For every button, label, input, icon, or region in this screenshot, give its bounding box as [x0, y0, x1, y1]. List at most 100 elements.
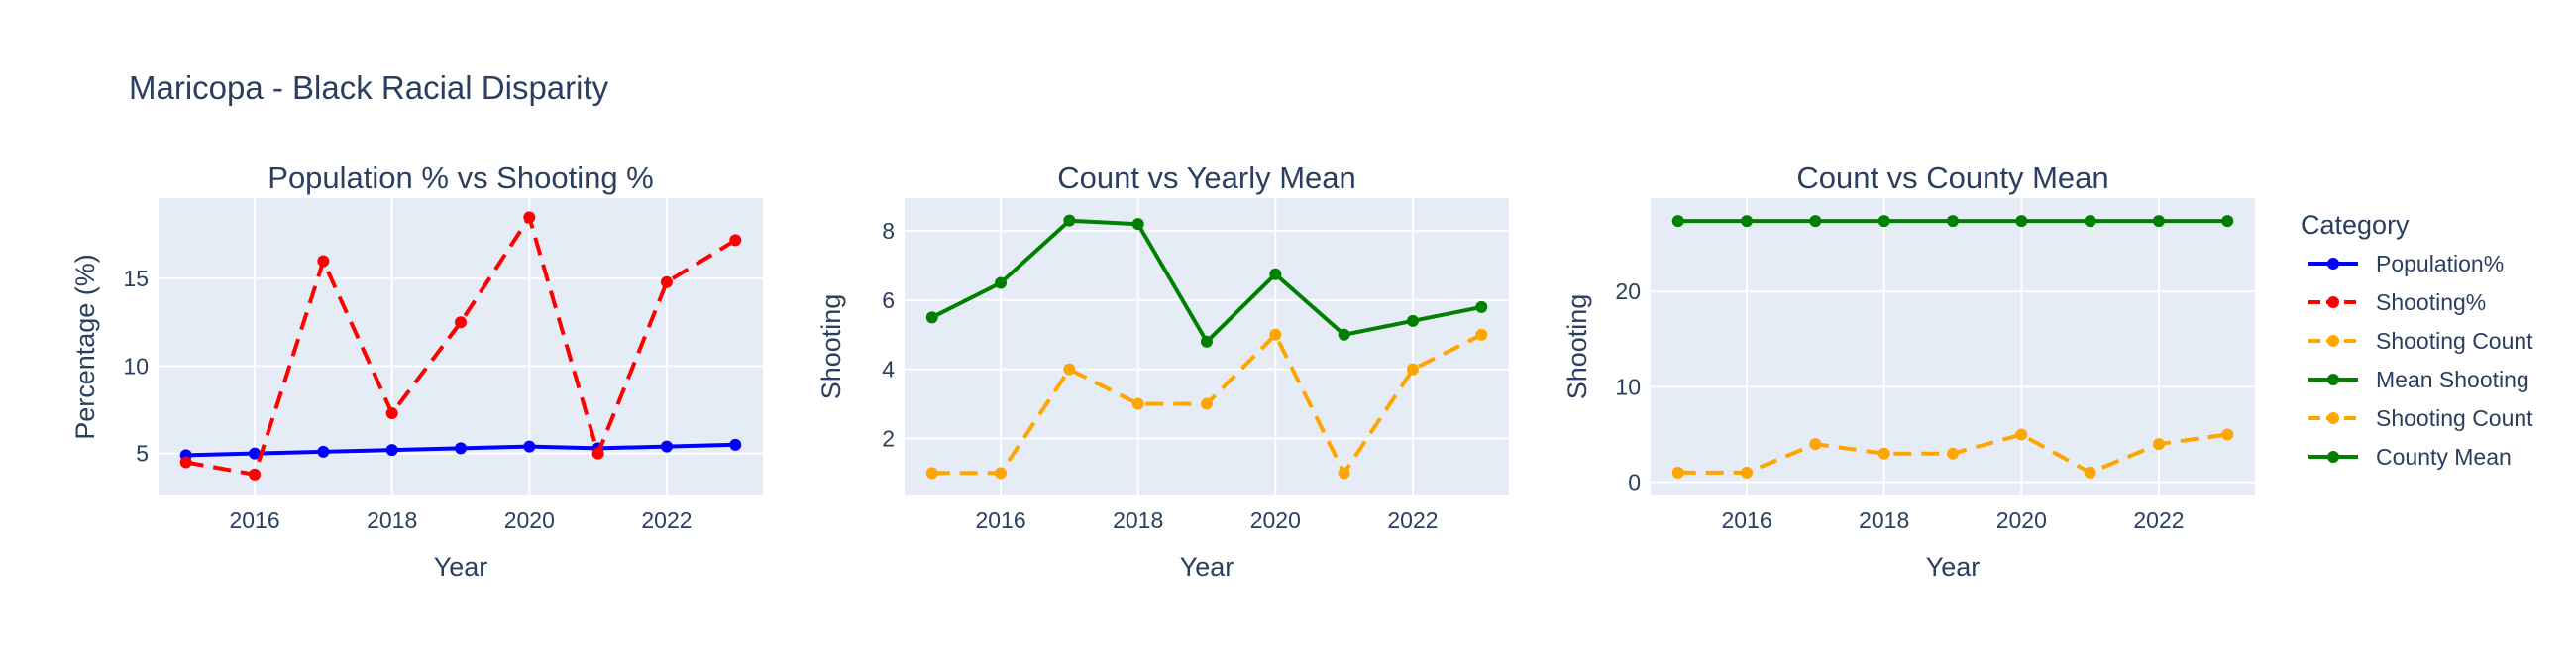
- legend-title: Category: [2301, 210, 2410, 240]
- legend-item[interactable]: Shooting Count: [2308, 405, 2533, 431]
- legend-item[interactable]: Mean Shooting: [2308, 367, 2529, 392]
- legend-marker-icon: [2327, 412, 2339, 424]
- data-point[interactable]: [1671, 215, 1684, 228]
- y-axis-title: Percentage (%): [70, 254, 100, 440]
- data-point[interactable]: [1406, 363, 1419, 376]
- subplots: 2016 2018 2020 2022 5 10 15 Population % vs Sho…: [70, 161, 2255, 582]
- subplot-1: 2016 2018 2020 2022 5 10 15 Population % vs Sho…: [70, 161, 763, 582]
- x-tick-label: 2018: [1859, 507, 1909, 533]
- x-tick-label: 2016: [1721, 507, 1771, 533]
- x-tick-label: 2022: [1387, 507, 1438, 533]
- data-point[interactable]: [1947, 215, 1959, 228]
- x-tick-label: 2016: [229, 507, 279, 533]
- y-tick-label: 8: [882, 218, 895, 244]
- data-point[interactable]: [1878, 215, 1890, 228]
- data-point[interactable]: [1063, 363, 1076, 376]
- data-point[interactable]: [1269, 268, 1282, 280]
- data-point[interactable]: [1201, 335, 1213, 348]
- series-shooting-: [179, 211, 742, 481]
- data-point[interactable]: [2152, 438, 2165, 451]
- y-axis-title: Shooting: [816, 294, 846, 400]
- data-point[interactable]: [317, 255, 330, 268]
- x-tick-label: 2020: [1250, 507, 1301, 533]
- subplot-title: Count vs Yearly Mean: [1057, 161, 1356, 195]
- x-tick-label: 2018: [1113, 507, 1163, 533]
- data-point[interactable]: [1741, 215, 1754, 228]
- data-point[interactable]: [1671, 466, 1684, 479]
- x-tick-label: 2016: [975, 507, 1025, 533]
- data-point[interactable]: [1131, 397, 1144, 410]
- x-tick-label: 2020: [504, 507, 555, 533]
- data-point[interactable]: [1338, 328, 1350, 341]
- y-axis-title: Shooting: [1562, 294, 1592, 400]
- legend-label: Mean Shooting: [2376, 367, 2529, 392]
- data-point[interactable]: [2152, 215, 2165, 228]
- data-point[interactable]: [591, 447, 604, 460]
- data-point[interactable]: [385, 407, 398, 420]
- data-point[interactable]: [1338, 467, 1350, 480]
- data-point[interactable]: [729, 234, 742, 247]
- data-point[interactable]: [385, 444, 398, 457]
- data-point[interactable]: [2221, 215, 2234, 228]
- y-tick-label: 6: [882, 287, 895, 313]
- data-point[interactable]: [249, 447, 262, 460]
- data-point[interactable]: [660, 275, 673, 288]
- data-point[interactable]: [249, 468, 262, 481]
- data-point[interactable]: [1131, 218, 1144, 231]
- data-point[interactable]: [2015, 215, 2028, 228]
- data-point[interactable]: [1809, 215, 1822, 228]
- y-tick-label: 5: [136, 441, 149, 467]
- legend[interactable]: Category Population% Shooting% Shooting Cou…: [2301, 210, 2533, 470]
- data-point[interactable]: [455, 442, 467, 455]
- x-axis-title: Year: [1926, 552, 1981, 582]
- series-line: [185, 215, 737, 477]
- y-tick-label: 4: [882, 357, 895, 382]
- series-shooting-count: [925, 328, 1488, 480]
- data-point[interactable]: [925, 467, 938, 480]
- data-point[interactable]: [995, 467, 1008, 480]
- y-tick-label: 10: [1615, 374, 1641, 399]
- figure-title: Maricopa - Black Racial Disparity: [129, 69, 609, 106]
- legend-label: Population%: [2376, 251, 2504, 276]
- data-point[interactable]: [1878, 447, 1890, 460]
- legend-marker-icon: [2327, 335, 2339, 347]
- x-tick-label: 2022: [641, 507, 692, 533]
- data-point[interactable]: [1809, 438, 1822, 451]
- data-point[interactable]: [995, 276, 1008, 289]
- y-tick-label: 15: [123, 266, 149, 291]
- data-point[interactable]: [455, 316, 467, 329]
- data-point[interactable]: [1269, 328, 1282, 341]
- data-point[interactable]: [1741, 466, 1754, 479]
- data-point[interactable]: [1475, 300, 1488, 313]
- data-point[interactable]: [523, 440, 536, 453]
- data-point[interactable]: [2084, 215, 2096, 228]
- data-point[interactable]: [660, 440, 673, 453]
- subplot-title: Population % vs Shooting %: [268, 161, 653, 195]
- legend-item[interactable]: County Mean: [2308, 444, 2512, 470]
- data-point[interactable]: [2221, 428, 2234, 441]
- series-shooting-count: [1671, 428, 2234, 479]
- y-tick-label: 10: [123, 353, 149, 379]
- legend-item[interactable]: Shooting%: [2308, 289, 2486, 315]
- data-point[interactable]: [729, 438, 742, 451]
- series-county-mean: [1671, 215, 2234, 228]
- data-point[interactable]: [179, 456, 192, 469]
- legend-label: Shooting%: [2376, 289, 2486, 315]
- legend-marker-icon: [2327, 296, 2339, 308]
- legend-item[interactable]: Population%: [2308, 251, 2504, 276]
- legend-marker-icon: [2327, 451, 2339, 463]
- legend-item[interactable]: Shooting Count: [2308, 328, 2533, 354]
- data-point[interactable]: [1201, 397, 1213, 410]
- data-point[interactable]: [2084, 466, 2096, 479]
- data-point[interactable]: [1063, 214, 1076, 227]
- data-point[interactable]: [925, 311, 938, 324]
- data-point[interactable]: [2015, 428, 2028, 441]
- data-point[interactable]: [317, 445, 330, 458]
- legend-label: County Mean: [2376, 444, 2512, 470]
- x-tick-label: 2018: [367, 507, 417, 533]
- data-point[interactable]: [1406, 314, 1419, 327]
- data-point[interactable]: [1947, 447, 1959, 460]
- data-point[interactable]: [1475, 328, 1488, 341]
- data-point[interactable]: [523, 211, 536, 224]
